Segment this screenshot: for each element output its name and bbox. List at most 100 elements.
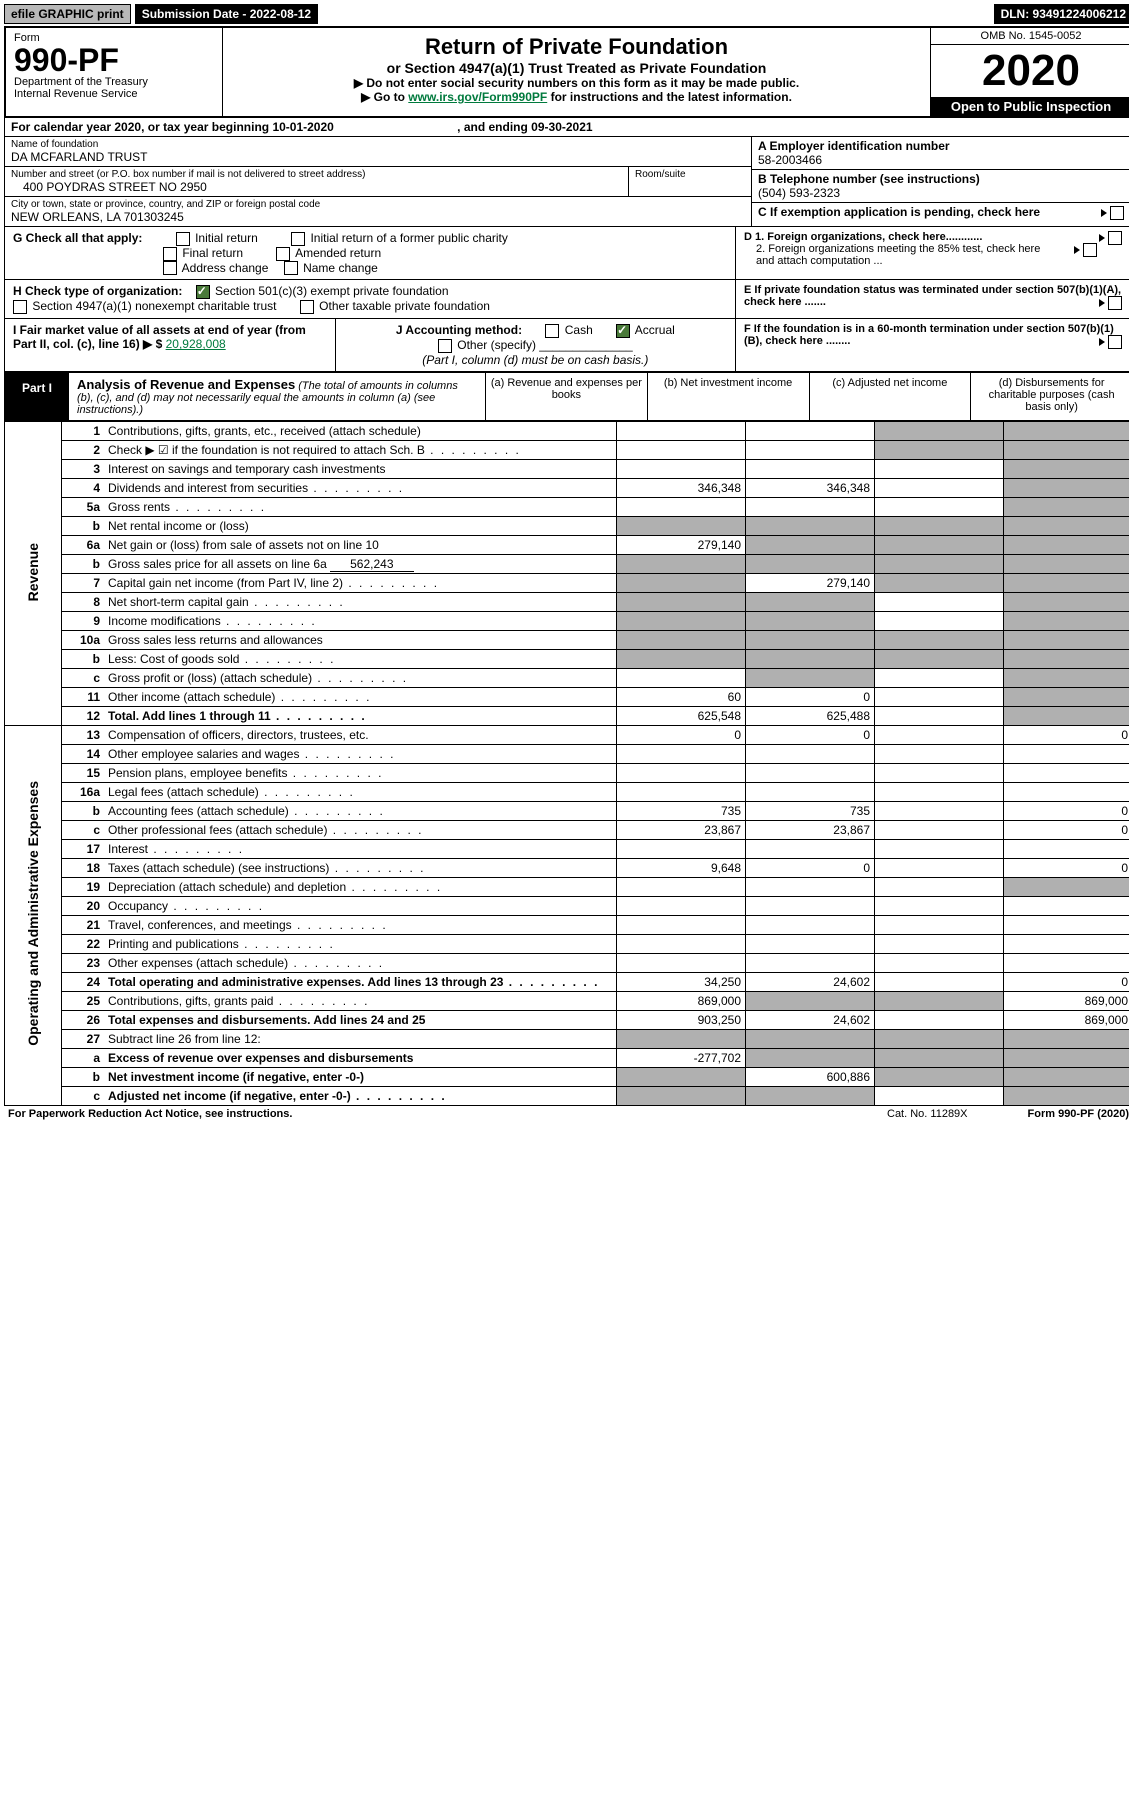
line-number: 26 xyxy=(62,1010,105,1029)
table-cell xyxy=(875,953,1004,972)
table-cell xyxy=(1004,611,1129,630)
checkbox-final[interactable] xyxy=(163,247,177,261)
table-cell xyxy=(875,877,1004,896)
table-cell xyxy=(617,877,746,896)
table-cell xyxy=(617,1086,746,1105)
table-cell xyxy=(617,953,746,972)
line-description: Net short-term capital gain xyxy=(104,592,617,611)
ein-value: 58-2003466 xyxy=(758,153,822,167)
table-cell: 869,000 xyxy=(617,991,746,1010)
form-link[interactable]: www.irs.gov/Form990PF xyxy=(408,90,547,104)
table-cell xyxy=(1004,763,1129,782)
table-row: 26Total expenses and disbursements. Add … xyxy=(5,1010,1129,1029)
line-number: c xyxy=(62,820,105,839)
table-cell xyxy=(875,801,1004,820)
line-number: 12 xyxy=(62,706,105,725)
table-row: 8Net short-term capital gain xyxy=(5,592,1129,611)
line-description: Gross sales price for all assets on line… xyxy=(104,554,617,573)
checkbox-cash[interactable] xyxy=(545,324,559,338)
fmv-amount[interactable]: 20,928,008 xyxy=(166,337,226,351)
line-number: 3 xyxy=(62,459,105,478)
table-row: cGross profit or (loss) (attach schedule… xyxy=(5,668,1129,687)
table-row: 15Pension plans, employee benefits xyxy=(5,763,1129,782)
line-description: Income modifications xyxy=(104,611,617,630)
table-cell xyxy=(1004,839,1129,858)
table-row: 16aLegal fees (attach schedule) xyxy=(5,782,1129,801)
table-cell xyxy=(875,459,1004,478)
table-cell xyxy=(1004,440,1129,459)
checkbox-f[interactable] xyxy=(1108,335,1122,349)
table-row: cOther professional fees (attach schedul… xyxy=(5,820,1129,839)
line-number: 1 xyxy=(62,421,105,440)
table-cell xyxy=(875,896,1004,915)
line-number: 16a xyxy=(62,782,105,801)
line-number: b xyxy=(62,1067,105,1086)
table-row: 24Total operating and administrative exp… xyxy=(5,972,1129,991)
line-description: Other professional fees (attach schedule… xyxy=(104,820,617,839)
table-cell xyxy=(617,497,746,516)
line-number: 4 xyxy=(62,478,105,497)
checkbox-amended[interactable] xyxy=(276,247,290,261)
col-c-header: (c) Adjusted net income xyxy=(809,373,971,420)
checkbox-name[interactable] xyxy=(284,261,298,275)
side-label: Operating and Administrative Expenses xyxy=(5,725,62,1105)
checkbox-address[interactable] xyxy=(163,261,177,275)
line-number: 22 xyxy=(62,934,105,953)
table-cell xyxy=(746,497,875,516)
table-cell xyxy=(617,782,746,801)
table-cell xyxy=(875,782,1004,801)
section-g: G Check all that apply: Initial return I… xyxy=(4,227,1129,280)
checkbox-501c3[interactable] xyxy=(196,285,210,299)
checkbox-e[interactable] xyxy=(1108,296,1122,310)
table-cell: 869,000 xyxy=(1004,991,1129,1010)
table-cell xyxy=(617,611,746,630)
table-cell xyxy=(875,573,1004,592)
table-cell xyxy=(617,516,746,535)
checkbox-other-taxable[interactable] xyxy=(300,300,314,314)
table-cell xyxy=(1004,649,1129,668)
table-row: 4Dividends and interest from securities3… xyxy=(5,478,1129,497)
table-cell xyxy=(875,820,1004,839)
table-cell xyxy=(617,668,746,687)
table-row: 2Check ▶ ☑ if the foundation is not requ… xyxy=(5,440,1129,459)
table-cell xyxy=(875,1067,1004,1086)
table-cell xyxy=(746,915,875,934)
table-cell: 0 xyxy=(1004,801,1129,820)
checkbox-accrual[interactable] xyxy=(616,324,630,338)
table-cell xyxy=(875,554,1004,573)
table-row: 14Other employee salaries and wages xyxy=(5,744,1129,763)
table-cell xyxy=(875,1029,1004,1048)
table-cell xyxy=(875,1010,1004,1029)
table-cell xyxy=(746,991,875,1010)
table-row: 22Printing and publications xyxy=(5,934,1129,953)
checkbox-other-method[interactable] xyxy=(438,339,452,353)
analysis-table: Revenue1Contributions, gifts, grants, et… xyxy=(4,421,1129,1106)
table-cell xyxy=(617,459,746,478)
table-cell xyxy=(875,630,1004,649)
line-number: 9 xyxy=(62,611,105,630)
table-row: 10aGross sales less returns and allowanc… xyxy=(5,630,1129,649)
checkbox-d2[interactable] xyxy=(1083,243,1097,257)
table-cell xyxy=(875,1086,1004,1105)
table-row: 23Other expenses (attach schedule) xyxy=(5,953,1129,972)
table-cell: 0 xyxy=(1004,820,1129,839)
checkbox-initial-former[interactable] xyxy=(291,232,305,246)
table-cell xyxy=(746,440,875,459)
table-cell: 0 xyxy=(746,725,875,744)
table-cell xyxy=(1004,535,1129,554)
dept-label: Department of the Treasury xyxy=(14,76,214,88)
omb-number: OMB No. 1545-0052 xyxy=(931,28,1129,45)
line-number: b xyxy=(62,649,105,668)
line-number: b xyxy=(62,554,105,573)
checkbox-d1[interactable] xyxy=(1108,231,1122,245)
table-cell xyxy=(875,478,1004,497)
checkbox-initial[interactable] xyxy=(176,232,190,246)
table-cell: 600,886 xyxy=(746,1067,875,1086)
table-row: 18Taxes (attach schedule) (see instructi… xyxy=(5,858,1129,877)
checkbox-4947[interactable] xyxy=(13,300,27,314)
table-cell xyxy=(746,1048,875,1067)
line-number: b xyxy=(62,516,105,535)
table-cell xyxy=(1004,516,1129,535)
line-description: Adjusted net income (if negative, enter … xyxy=(104,1086,617,1105)
table-row: 27Subtract line 26 from line 12: xyxy=(5,1029,1129,1048)
